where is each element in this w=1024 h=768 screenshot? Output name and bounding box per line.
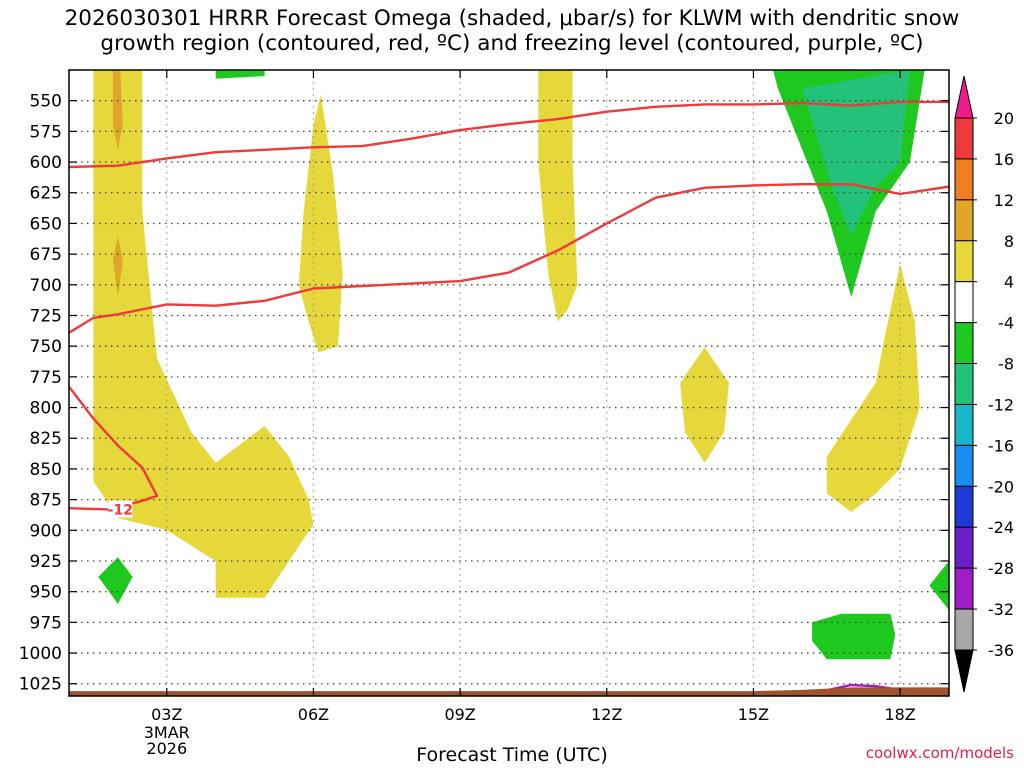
colorbar-box-8 bbox=[954, 444, 974, 487]
colorbar-bottom-triangle bbox=[954, 649, 974, 693]
dgz-contours: -12 bbox=[69, 100, 949, 695]
y-tick-label: 825 bbox=[30, 429, 62, 449]
colorbar: 20 16 12 8 4 -4 -8 -12 -16 -20 -24 -28 -32 -36 bbox=[954, 75, 1014, 693]
x-tick-sublabel: 3MAR bbox=[144, 723, 190, 742]
colorbar-label: -12 bbox=[988, 395, 1014, 414]
colorbar-label: -24 bbox=[988, 518, 1014, 537]
y-tick-label: 850 bbox=[30, 460, 62, 480]
colorbar-box-9 bbox=[954, 485, 974, 528]
y-tick-label: 700 bbox=[30, 276, 62, 296]
x-tick-label: 06Z bbox=[298, 705, 329, 724]
y-tick-label: 775 bbox=[30, 368, 62, 388]
omega-region-9 bbox=[215, 70, 265, 79]
y-tick-label: 575 bbox=[30, 122, 62, 142]
y-tick-label: 750 bbox=[30, 337, 62, 357]
terrain-fill bbox=[69, 687, 949, 696]
colorbar-box-5 bbox=[954, 322, 974, 365]
colorbar-label: -8 bbox=[998, 355, 1014, 374]
grid-lines bbox=[69, 70, 949, 696]
y-tick-label: 900 bbox=[30, 521, 62, 541]
omega-shading bbox=[93, 70, 949, 660]
omega-region-4 bbox=[538, 70, 578, 322]
dgz-contour-1 bbox=[69, 182, 949, 334]
colorbar-box-7 bbox=[954, 403, 974, 446]
colorbar-label: -28 bbox=[988, 559, 1014, 578]
colorbar-label: 4 bbox=[1004, 273, 1014, 292]
colorbar-label: -16 bbox=[988, 436, 1014, 455]
colorbar-box-0 bbox=[954, 117, 974, 160]
omega-region-0 bbox=[93, 70, 314, 598]
title-line-1: 2026030301 HRRR Forecast Omega (shaded, … bbox=[64, 6, 960, 31]
axes: 550 575 600 625 650 675 700 725 750 775 800 825 850 8… bbox=[19, 70, 949, 758]
colorbar-label: 12 bbox=[994, 191, 1014, 210]
omega-region-6 bbox=[826, 263, 920, 512]
y-tick-label: 675 bbox=[30, 245, 62, 265]
omega-region-2 bbox=[113, 235, 123, 298]
omega-region-10 bbox=[98, 557, 133, 604]
colorbar-label: -32 bbox=[988, 600, 1014, 619]
y-tick-label: 1000 bbox=[19, 644, 62, 664]
y-tick-label: 875 bbox=[30, 491, 62, 511]
y-tick-label: 650 bbox=[30, 214, 62, 234]
chart-title: 2026030301 HRRR Forecast Omega (shaded, … bbox=[0, 6, 1024, 56]
colorbar-label: 16 bbox=[994, 150, 1014, 169]
colorbar-top-triangle bbox=[954, 75, 974, 119]
y-tick-label: 925 bbox=[30, 552, 62, 572]
x-tick-label: 15Z bbox=[738, 705, 769, 724]
source-credit[interactable]: coolwx.com/models bbox=[865, 744, 1014, 762]
colorbar-box-11 bbox=[954, 567, 974, 610]
x-tick-label: 03Z bbox=[151, 705, 182, 724]
contour-label-bg bbox=[108, 500, 133, 518]
colorbar-box-3 bbox=[954, 240, 974, 283]
colorbar-label: -36 bbox=[988, 641, 1014, 660]
x-tick-label: 12Z bbox=[591, 705, 622, 724]
colorbar-box-6 bbox=[954, 363, 974, 405]
omega-region-1 bbox=[113, 70, 123, 150]
colorbar-box-12 bbox=[954, 608, 974, 651]
colorbar-label: -4 bbox=[998, 314, 1014, 333]
y-tick-label: 1025 bbox=[19, 675, 62, 695]
colorbar-box-4 bbox=[954, 281, 974, 324]
colorbar-box-1 bbox=[954, 158, 974, 201]
y-tick-label: 625 bbox=[30, 184, 62, 204]
colorbar-label: 20 bbox=[994, 109, 1014, 128]
omega-region-3 bbox=[298, 94, 343, 353]
contour-label: -12 bbox=[108, 502, 133, 518]
colorbar-box-2 bbox=[954, 199, 974, 242]
y-tick-label: 800 bbox=[30, 399, 62, 419]
colorbar-box-10 bbox=[954, 526, 974, 569]
title-line-2: growth region (contoured, red, ºC) and f… bbox=[100, 31, 924, 56]
y-tick-label: 950 bbox=[30, 583, 62, 603]
x-tick-sublabel: 2026 bbox=[146, 739, 187, 758]
omega-region-12 bbox=[929, 561, 949, 611]
colorbar-label: 8 bbox=[1004, 232, 1014, 251]
omega-region-5 bbox=[680, 347, 729, 463]
x-tick-label: 18Z bbox=[884, 705, 915, 724]
plot-frame bbox=[68, 69, 950, 697]
y-tick-label: 725 bbox=[30, 306, 62, 326]
omega-region-8 bbox=[802, 70, 910, 236]
dgz-contour-0 bbox=[69, 100, 949, 169]
y-tick-label: 600 bbox=[30, 153, 62, 173]
y-tick-label: 975 bbox=[30, 613, 62, 633]
terrain bbox=[69, 687, 949, 696]
omega-region-11 bbox=[812, 613, 896, 660]
x-tick-label: 09Z bbox=[444, 705, 475, 724]
y-tick-label: 550 bbox=[30, 92, 62, 112]
x-axis-title: Forecast Time (UTC) bbox=[416, 744, 608, 766]
colorbar-label: -20 bbox=[988, 477, 1014, 496]
